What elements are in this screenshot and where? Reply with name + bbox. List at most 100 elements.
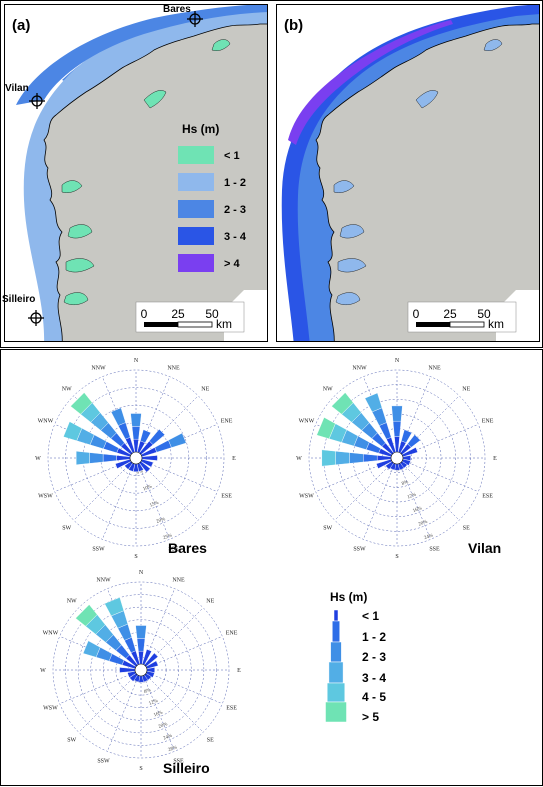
rose-ring-label: 20%	[158, 722, 168, 730]
rose-ring-label: 24%	[424, 533, 434, 541]
rose-legend-label: 1 - 2	[362, 630, 386, 644]
rose-petal-segment	[140, 429, 152, 444]
scalebar-tick: 25	[171, 307, 185, 321]
ria-1	[333, 180, 355, 193]
scalebar-tick: 50	[205, 307, 219, 321]
rose-spoke	[140, 607, 204, 671]
rose-legend-label: 3 - 4	[362, 671, 386, 685]
rose-petal-segment	[321, 449, 336, 467]
rose-spoke	[135, 376, 170, 459]
rose-ring	[65, 387, 207, 529]
rose-direction-label: NNE	[428, 365, 441, 371]
map-content	[4, 4, 268, 342]
rose-spoke	[140, 669, 204, 733]
ria-1	[61, 180, 83, 193]
rose-direction-label: NW	[323, 387, 333, 393]
rose-direction-label: N	[139, 570, 144, 576]
rose-petal-segment	[349, 452, 364, 464]
rose-petal-segment	[70, 392, 93, 415]
rose-direction-label: SSE	[173, 759, 184, 765]
rose-petal-segment	[391, 405, 403, 422]
rose-direction-label: ESE	[226, 706, 237, 712]
rose-petal-segment	[75, 450, 90, 466]
land-mass	[315, 23, 540, 342]
map-legend-label: < 1	[224, 150, 240, 162]
rose-spoke	[135, 457, 218, 492]
rose-direction-label: SE	[202, 525, 209, 531]
map-legend-swatch	[178, 254, 214, 272]
panel-label: (b)	[284, 17, 303, 34]
rose-direction-label: E	[232, 456, 236, 462]
rose-direction-label: ENE	[482, 418, 494, 424]
wave-roses: NNNENEENEEESESESSESSSWSWWSWWWNWNWNNW5%10…	[0, 349, 543, 786]
rose-spoke	[396, 395, 460, 459]
rose-legend-title: Hs (m)	[330, 590, 367, 604]
rose-legend-label: 4 - 5	[362, 690, 386, 704]
rose-direction-label: S	[134, 554, 137, 560]
rose-spoke	[396, 424, 479, 459]
rose-station-name: Silleiro	[163, 760, 210, 776]
map-panel-frame	[276, 4, 540, 342]
rose-spoke	[135, 395, 199, 459]
rose-direction-label: WNW	[38, 418, 54, 424]
rose-ring-label: 25%	[163, 533, 173, 541]
wave-band-2-3-outer	[16, 4, 268, 105]
map-legend-swatch	[178, 227, 214, 245]
rose-spoke	[334, 457, 398, 521]
rose-petal-segment	[407, 434, 421, 448]
rose-direction-label: NW	[62, 387, 72, 393]
rose-petal-segment	[82, 640, 101, 658]
rose-direction-label: SSW	[353, 547, 366, 553]
station-marker: Bares	[163, 4, 203, 27]
ria-2	[67, 224, 93, 239]
map-legend-swatch	[178, 173, 214, 191]
ria-4	[63, 292, 89, 305]
rose-petal-segment	[392, 421, 402, 437]
rose-spoke	[78, 669, 142, 733]
rose-spoke	[107, 669, 142, 752]
rose-direction-label: NW	[67, 599, 77, 605]
rose-direction-label: SW	[62, 525, 71, 531]
rose-ring-label: 12%	[407, 493, 417, 501]
station-label: Bares	[163, 4, 191, 15]
rose-spoke	[396, 457, 460, 521]
rose-direction-label: WNW	[43, 630, 59, 636]
map-content	[276, 4, 540, 342]
rose-petal-segment	[168, 432, 187, 448]
scalebar-white	[177, 321, 213, 328]
rose-spoke	[135, 457, 170, 540]
rose-petal-segment	[130, 413, 142, 427]
rose-direction-label: SE	[463, 525, 470, 531]
rose-petal-segment	[136, 638, 146, 652]
rose-direction-label: NE	[462, 387, 470, 393]
map-legend-title: Hs (m)	[182, 122, 219, 136]
rose-ring-label: 10%	[142, 485, 152, 493]
rose-direction-label: WSW	[38, 494, 53, 500]
rose-spoke	[102, 457, 137, 540]
ria-0	[415, 90, 439, 109]
ria-5	[483, 39, 503, 51]
rose-spoke	[363, 457, 398, 540]
station-label: Vilan	[5, 83, 29, 94]
scalebar-black	[144, 322, 178, 327]
rose-direction-label: SW	[67, 737, 76, 743]
rose-direction-label: WNW	[299, 418, 315, 424]
scalebar-black	[416, 322, 450, 327]
rose-direction-label: SSW	[92, 547, 105, 553]
wave-rose-bares: N NNE NE ENE E ESE SE SSE S SSW SW WSW W WNW NW NNW 5% 10…	[35, 358, 236, 560]
rose-legend-label: < 1	[362, 609, 379, 623]
rose-direction-label: NE	[206, 599, 214, 605]
rose-center	[134, 663, 148, 677]
scalebar-unit: km	[216, 317, 232, 331]
map-legend-label: 3 - 4	[224, 231, 247, 243]
scalebar-tick: 50	[477, 307, 491, 321]
rose-ring-label: 16%	[412, 506, 422, 514]
map-legend-swatch	[178, 146, 214, 164]
rose-spoke	[59, 669, 142, 704]
scalebar-tick: 0	[413, 307, 420, 321]
ria-3	[337, 258, 367, 273]
rose-spoke	[54, 457, 137, 492]
rose-direction-label: SSE	[429, 547, 440, 553]
